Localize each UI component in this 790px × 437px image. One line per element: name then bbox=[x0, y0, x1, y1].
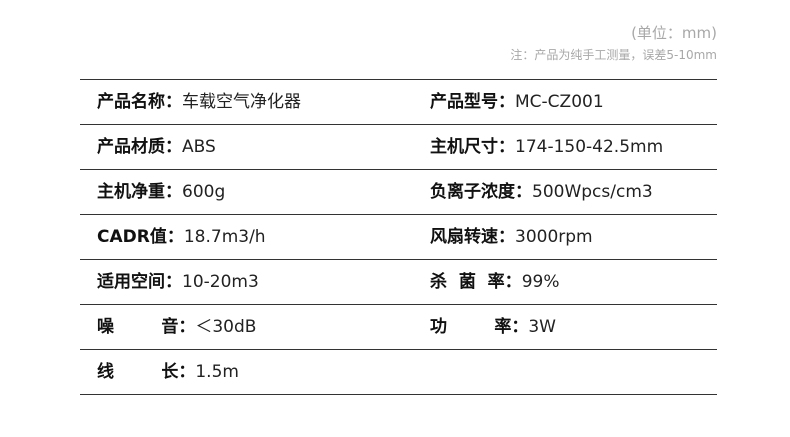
spec-value: 500Wpcs/cm3 bbox=[532, 182, 653, 202]
spec-cell: 产品名称：车载空气净化器 bbox=[97, 80, 301, 124]
spec-label: 产品材质： bbox=[97, 137, 182, 157]
spec-cell: 噪 音：＜30dB bbox=[97, 305, 256, 349]
spec-cell: 产品型号：MC-CZ001 bbox=[430, 80, 604, 124]
spec-row: 主机净重：600g 负离子浓度：500Wpcs/cm3 bbox=[80, 170, 717, 215]
spec-value: 3W bbox=[528, 317, 556, 337]
spec-value: ＜30dB bbox=[195, 317, 257, 337]
spec-value: 18.7m3/h bbox=[183, 227, 266, 247]
spec-value: ABS bbox=[182, 137, 216, 157]
spec-cell: 负离子浓度：500Wpcs/cm3 bbox=[430, 170, 653, 214]
spec-value: 600g bbox=[182, 182, 226, 202]
spec-row: 线 长：1.5m bbox=[80, 350, 717, 395]
measurement-note: 注：产品为纯手工测量，误差5-10mm bbox=[510, 48, 717, 62]
spec-row: 产品材质：ABS 主机尺寸：174-150-42.5mm bbox=[80, 125, 717, 170]
spec-label: 主机尺寸： bbox=[430, 137, 515, 157]
spec-row: CADR值：18.7m3/h 风扇转速：3000rpm bbox=[80, 215, 717, 260]
spec-value: 车载空气净化器 bbox=[182, 92, 301, 112]
spec-label: 负离子浓度： bbox=[430, 182, 532, 202]
spec-value: 3000rpm bbox=[515, 227, 593, 247]
spec-value: 174-150-42.5mm bbox=[515, 137, 664, 157]
spec-row: 产品名称：车载空气净化器 产品型号：MC-CZ001 bbox=[80, 80, 717, 125]
spec-table: 产品名称：车载空气净化器 产品型号：MC-CZ001 产品材质：ABS 主机尺寸：17… bbox=[80, 79, 717, 395]
spec-label: 噪 音： bbox=[97, 317, 196, 337]
spec-value: 10-20m3 bbox=[182, 272, 259, 292]
spec-label: 适用空间： bbox=[97, 272, 182, 292]
spec-label: 线 长： bbox=[97, 362, 196, 382]
spec-cell: 产品材质：ABS bbox=[97, 125, 216, 169]
unit-label: (单位：mm) bbox=[631, 24, 717, 42]
spec-label: 主机净重： bbox=[97, 182, 182, 202]
spec-value: 99% bbox=[521, 272, 560, 292]
spec-value: MC-CZ001 bbox=[515, 92, 604, 112]
spec-label: CADR值： bbox=[97, 227, 184, 247]
spec-label: 风扇转速： bbox=[430, 227, 515, 247]
spec-label: 功 率： bbox=[430, 317, 529, 337]
spec-cell: 主机尺寸：174-150-42.5mm bbox=[430, 125, 663, 169]
spec-label: 产品型号： bbox=[430, 92, 515, 112]
spec-cell: 线 长：1.5m bbox=[97, 350, 239, 394]
spec-cell: 杀 菌 率：99% bbox=[430, 260, 559, 304]
spec-row: 适用空间：10-20m3 杀 菌 率：99% bbox=[80, 260, 717, 305]
spec-cell: 主机净重：600g bbox=[97, 170, 225, 214]
spec-cell: 功 率：3W bbox=[430, 305, 556, 349]
spec-cell: 风扇转速：3000rpm bbox=[430, 215, 593, 259]
spec-cell: CADR值：18.7m3/h bbox=[97, 215, 266, 259]
spec-label: 杀 菌 率： bbox=[430, 272, 522, 292]
spec-value: 1.5m bbox=[195, 362, 239, 382]
spec-row: 噪 音：＜30dB 功 率：3W bbox=[80, 305, 717, 350]
spec-label: 产品名称： bbox=[97, 92, 182, 112]
spec-cell: 适用空间：10-20m3 bbox=[97, 260, 259, 304]
